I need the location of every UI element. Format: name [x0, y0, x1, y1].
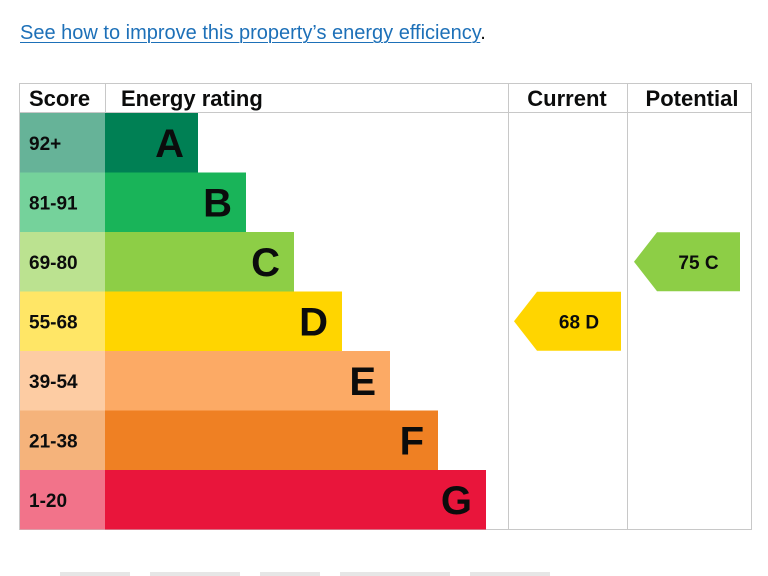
score-cell-a	[20, 113, 105, 173]
cropped-text-remnant	[60, 572, 550, 576]
score-cell-b	[20, 172, 105, 232]
score-cell-g	[20, 470, 105, 530]
score-label-f: 21-38	[29, 431, 78, 452]
rating-bar-c	[105, 232, 294, 292]
header-score: Score	[29, 86, 90, 111]
potential-rating-arrow	[634, 232, 740, 292]
rating-letter-d: D	[299, 300, 328, 344]
header-current: Current	[527, 86, 607, 111]
score-label-a: 92+	[29, 134, 61, 155]
score-cell-f	[20, 410, 105, 470]
score-cell-e	[20, 351, 105, 411]
rating-bar-b	[105, 172, 246, 232]
score-label-b: 81-91	[29, 193, 78, 214]
rating-letter-g: G	[441, 479, 472, 523]
rating-bar-g	[105, 470, 486, 530]
link-suffix: .	[480, 22, 486, 44]
rating-letter-f: F	[400, 419, 424, 463]
current-rating-arrow	[514, 291, 621, 351]
rating-letter-b: B	[203, 181, 232, 225]
score-label-c: 69-80	[29, 253, 78, 274]
score-label-e: 39-54	[29, 372, 78, 393]
rating-bar-a	[105, 113, 198, 173]
score-label-g: 1-20	[29, 491, 67, 512]
improve-efficiency-link[interactable]: See how to improve this property’s energ…	[20, 22, 481, 44]
potential-rating-label: 75 C	[678, 253, 718, 274]
header-energy-rating: Energy rating	[121, 86, 263, 111]
header-potential: Potential	[646, 86, 739, 111]
rating-bar-f	[105, 410, 438, 470]
score-cell-d	[20, 291, 105, 351]
rating-letter-c: C	[251, 241, 280, 285]
score-cell-c	[20, 232, 105, 292]
rating-bar-d	[105, 291, 342, 351]
rating-bar-e	[105, 351, 390, 411]
rating-markers: 68 D 75 C	[514, 232, 740, 351]
score-label-d: 55-68	[29, 312, 78, 333]
rating-bands: 92+ A 81-91 B 69-80 C 55-68 D 39-54 E 21-38 F 1-20 G	[20, 113, 486, 530]
rating-letter-a: A	[155, 122, 184, 166]
improve-efficiency-line: See how to improve this property’s energ…	[20, 20, 486, 46]
current-rating-label: 68 D	[559, 312, 599, 333]
rating-letter-e: E	[349, 360, 376, 404]
